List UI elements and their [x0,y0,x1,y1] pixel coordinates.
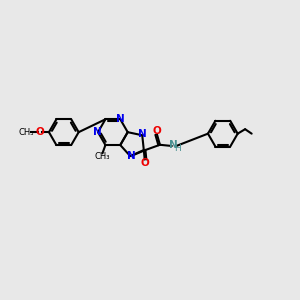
Text: O: O [141,158,150,168]
Text: N: N [127,152,136,161]
Text: H: H [174,144,181,153]
Text: O: O [153,126,161,136]
Text: CH₃: CH₃ [18,128,34,137]
Text: N: N [116,114,125,124]
Text: CH₃: CH₃ [95,152,110,161]
Text: O: O [36,127,44,137]
Text: N: N [93,127,102,137]
Text: N: N [139,129,147,140]
Text: N: N [169,140,178,150]
